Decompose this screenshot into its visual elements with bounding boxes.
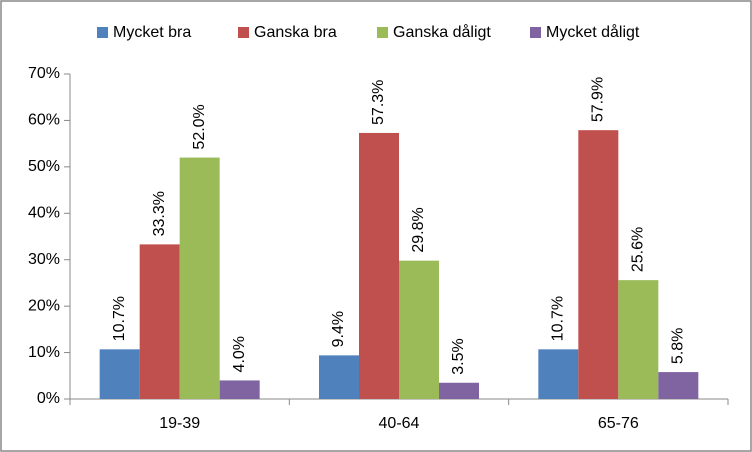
x-tick-label: 65-76 (598, 415, 639, 432)
y-tick-label: 50% (28, 158, 60, 175)
x-tick-label: 40-64 (379, 415, 420, 432)
legend-swatch (530, 27, 541, 38)
bar (399, 260, 439, 399)
bar (359, 132, 399, 399)
bar (538, 349, 579, 399)
data-label: 4.0% (231, 336, 248, 372)
data-label: 3.5% (450, 338, 467, 374)
data-label: 10.7% (550, 296, 567, 341)
data-label: 5.8% (670, 328, 687, 364)
data-label: 33.3% (151, 191, 168, 236)
y-tick-label: 20% (28, 297, 60, 314)
bar (578, 130, 619, 399)
legend-swatch (97, 27, 108, 38)
bar (439, 382, 479, 399)
data-label: 57.9% (590, 77, 607, 122)
y-tick-label: 40% (28, 205, 60, 222)
legend-label: Ganska bra (254, 24, 337, 41)
bar (99, 349, 140, 399)
bar (319, 355, 359, 399)
data-label: 57.3% (370, 80, 387, 125)
data-label: 29.8% (410, 207, 427, 252)
legend-label: Mycket bra (113, 24, 191, 41)
bar (618, 280, 659, 399)
y-tick-label: 0% (37, 390, 60, 407)
legend-label: Ganska dåligt (393, 23, 491, 41)
data-label: 9.4% (330, 311, 347, 347)
legend-swatch (377, 27, 388, 38)
bar (139, 244, 180, 399)
bar (658, 372, 699, 399)
data-label: 52.0% (191, 104, 208, 149)
data-label: 10.7% (111, 296, 128, 341)
x-tick-label: 19-39 (159, 415, 200, 432)
y-tick-label: 30% (28, 251, 60, 268)
data-label: 25.6% (630, 227, 647, 272)
y-tick-label: 60% (28, 112, 60, 129)
legend-label: Mycket dåligt (546, 23, 640, 41)
bar (179, 157, 220, 399)
legend-swatch (238, 27, 249, 38)
y-tick-label: 70% (28, 65, 60, 82)
y-tick-label: 10% (28, 344, 60, 361)
bar (219, 380, 260, 399)
